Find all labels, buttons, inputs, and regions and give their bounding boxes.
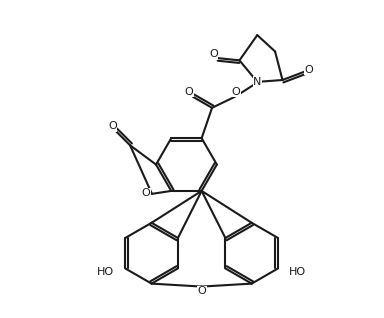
Text: O: O xyxy=(185,87,194,97)
Text: O: O xyxy=(197,287,206,296)
Text: O: O xyxy=(232,87,240,97)
Text: O: O xyxy=(108,121,117,131)
Text: HO: HO xyxy=(97,267,114,277)
Text: O: O xyxy=(304,65,313,75)
Text: O: O xyxy=(209,49,218,59)
Text: N: N xyxy=(253,77,262,87)
Text: O: O xyxy=(141,188,150,198)
Text: HO: HO xyxy=(289,267,306,277)
